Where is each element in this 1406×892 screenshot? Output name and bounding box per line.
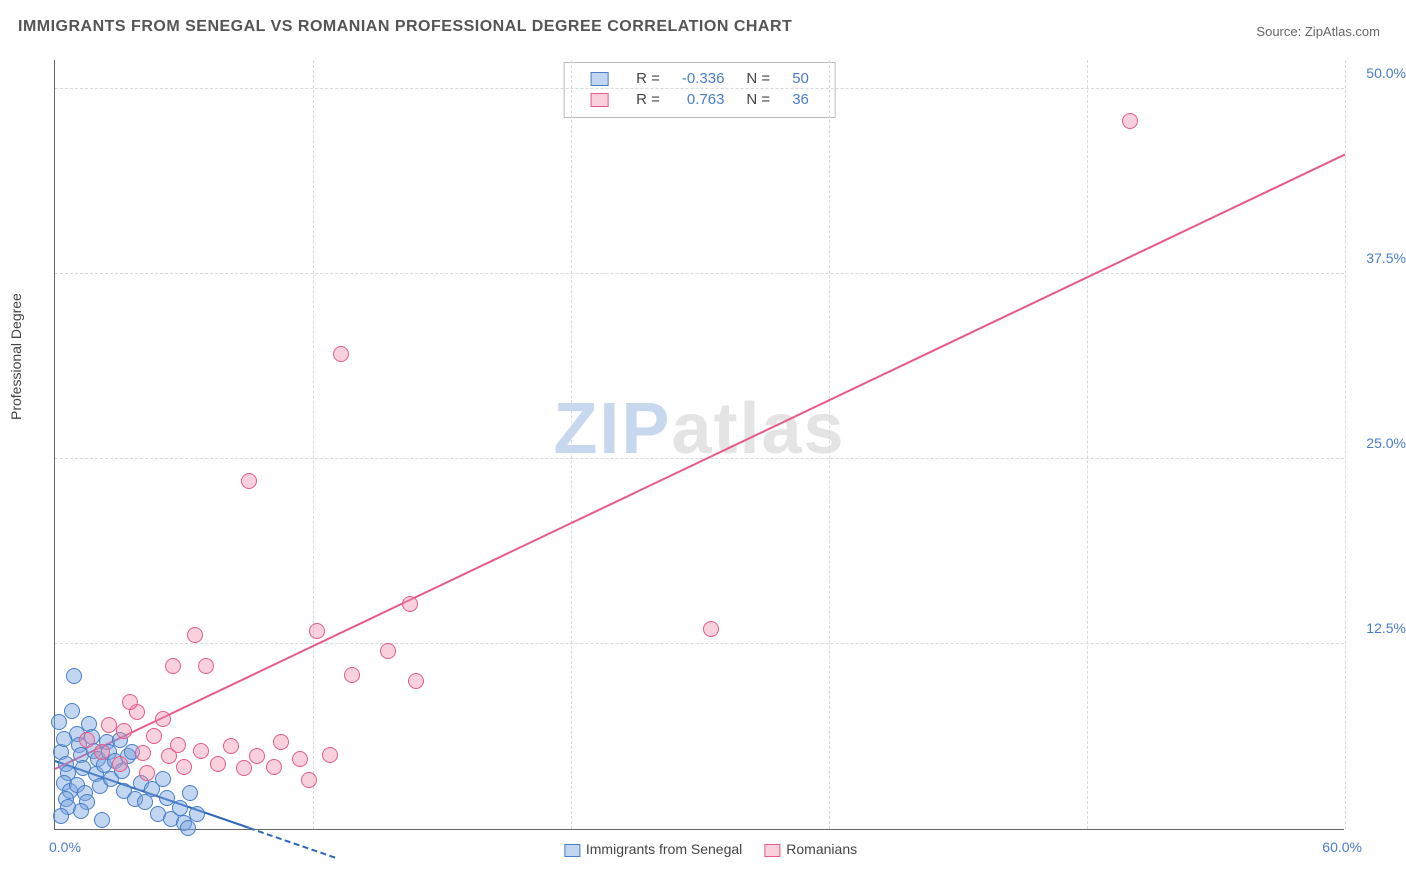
- legend-series-label: Romanians: [786, 841, 857, 857]
- scatter-point: [155, 711, 171, 727]
- y-tick-label: 25.0%: [1366, 435, 1406, 451]
- scatter-point: [236, 760, 252, 776]
- scatter-point: [210, 756, 226, 772]
- scatter-point: [79, 732, 95, 748]
- scatter-point: [408, 673, 424, 689]
- scatter-point: [198, 658, 214, 674]
- y-tick-label: 12.5%: [1366, 620, 1406, 636]
- scatter-point: [322, 747, 338, 763]
- legend-stat-row: R =-0.336N =50: [580, 69, 819, 88]
- gridline-vertical: [313, 60, 314, 829]
- scatter-point: [116, 723, 132, 739]
- scatter-point: [66, 668, 82, 684]
- legend-stat-row: R =0.763N =36: [580, 90, 819, 109]
- legend-swatch: [564, 844, 580, 857]
- gridline-horizontal: [55, 273, 1344, 274]
- scatter-point: [53, 808, 69, 824]
- scatter-point: [122, 694, 138, 710]
- scatter-point: [182, 785, 198, 801]
- source-value: ZipAtlas.com: [1305, 24, 1380, 39]
- scatter-point: [170, 737, 186, 753]
- scatter-point: [380, 643, 396, 659]
- scatter-point: [165, 658, 181, 674]
- scatter-point: [56, 731, 72, 747]
- gridline-horizontal: [55, 88, 1344, 89]
- source-attribution: Source: ZipAtlas.com: [1256, 24, 1380, 39]
- gridline-horizontal: [55, 458, 1344, 459]
- scatter-point: [703, 621, 719, 637]
- scatter-point: [309, 623, 325, 639]
- scatter-point: [101, 717, 117, 733]
- y-tick-label: 37.5%: [1366, 250, 1406, 266]
- scatter-point: [333, 346, 349, 362]
- scatter-point: [273, 734, 289, 750]
- x-axis-max-label: 60.0%: [1322, 839, 1362, 855]
- legend-series-label: Immigrants from Senegal: [586, 841, 742, 857]
- legend-stats: R =-0.336N =50 R =0.763N =36: [563, 62, 836, 118]
- gridline-vertical: [829, 60, 830, 829]
- scatter-point: [155, 771, 171, 787]
- legend-swatch: [764, 844, 780, 857]
- scatter-point: [241, 473, 257, 489]
- scatter-point: [344, 667, 360, 683]
- gridline-vertical: [1087, 60, 1088, 829]
- scatter-point: [187, 627, 203, 643]
- scatter-point: [223, 738, 239, 754]
- scatter-point: [135, 745, 151, 761]
- scatter-point: [172, 800, 188, 816]
- gridline-vertical: [1345, 60, 1346, 829]
- scatter-point: [64, 703, 80, 719]
- source-label: Source:: [1256, 24, 1301, 39]
- scatter-point: [94, 744, 110, 760]
- scatter-point: [193, 743, 209, 759]
- scatter-point: [402, 596, 418, 612]
- scatter-point: [180, 820, 196, 836]
- y-axis-label: Professional Degree: [8, 293, 24, 420]
- x-axis-min-label: 0.0%: [49, 839, 81, 855]
- scatter-point: [73, 803, 89, 819]
- scatter-point: [249, 748, 265, 764]
- plot-area: ZIPatlas R =-0.336N =50R =0.763N =36 0.0…: [54, 60, 1344, 830]
- scatter-point: [301, 772, 317, 788]
- scatter-point: [1122, 113, 1138, 129]
- scatter-point: [94, 812, 110, 828]
- scatter-point: [139, 765, 155, 781]
- scatter-point: [146, 728, 162, 744]
- scatter-point: [51, 714, 67, 730]
- gridline-vertical: [571, 60, 572, 829]
- legend-series: Immigrants from Senegal Romanians: [542, 841, 857, 857]
- scatter-point: [292, 751, 308, 767]
- regression-line: [55, 153, 1346, 769]
- scatter-point: [266, 759, 282, 775]
- scatter-point: [112, 756, 128, 772]
- chart-title: IMMIGRANTS FROM SENEGAL VS ROMANIAN PROF…: [18, 18, 792, 36]
- gridline-horizontal: [55, 643, 1344, 644]
- regression-line-dashed: [248, 827, 335, 859]
- scatter-point: [176, 759, 192, 775]
- y-tick-label: 50.0%: [1366, 65, 1406, 81]
